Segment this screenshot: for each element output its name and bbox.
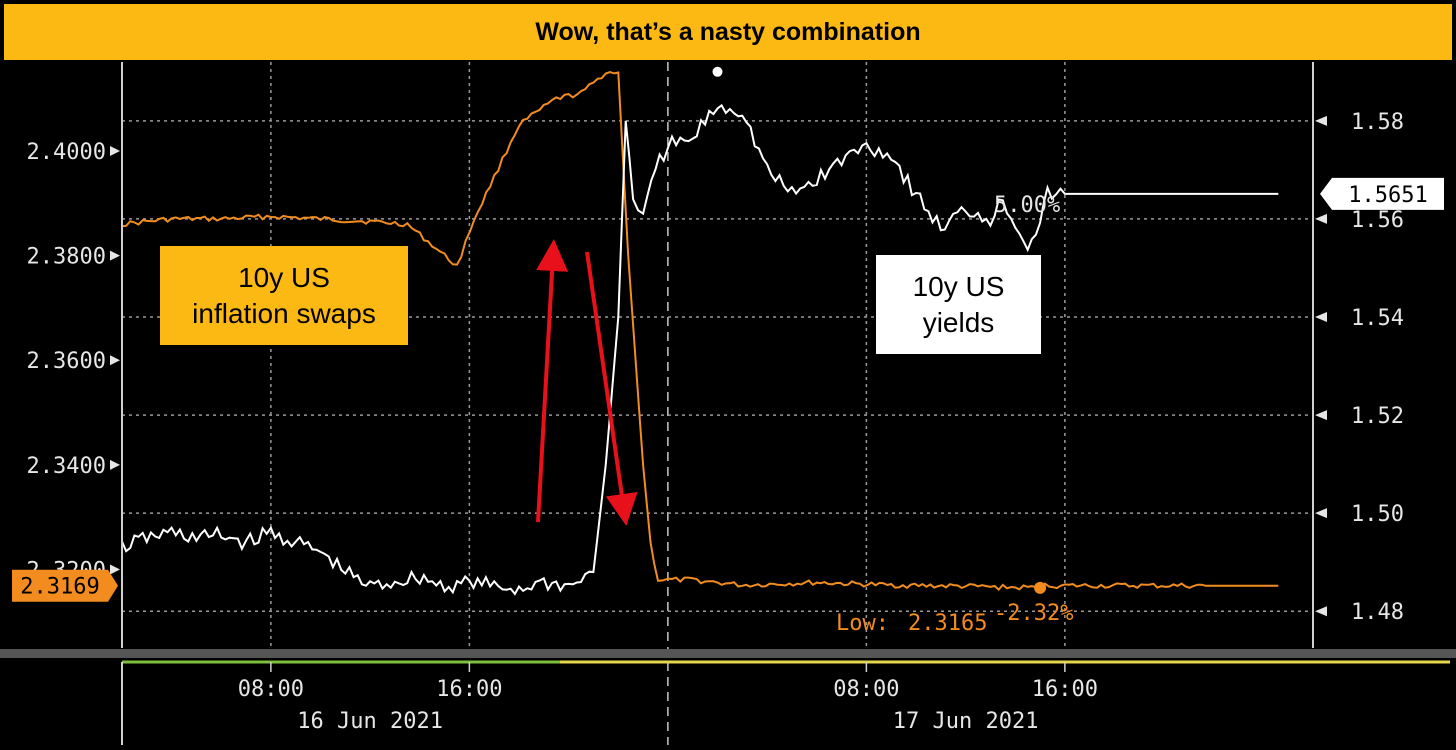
right-tick-mark — [1315, 606, 1327, 617]
yields-change-annotation: 5.00% — [994, 193, 1060, 218]
swaps-low-label: Low: — [836, 611, 889, 636]
callout-swaps-line1: 10y US — [238, 261, 330, 293]
callout-yields-line2: yields — [922, 306, 995, 338]
series-line-yields — [121, 103, 1279, 596]
x-tick-label: 08:00 — [238, 677, 304, 702]
callout-yields-line1: 10y US — [912, 270, 1005, 302]
callout-yields: 10y US yields — [876, 255, 1041, 354]
x-tick-label: 08:00 — [833, 677, 899, 702]
last-value-tag-swaps — [12, 569, 118, 602]
right-tick-label: 1.58 — [1351, 110, 1404, 135]
arrow-up-red — [536, 239, 569, 523]
right-tick-label: 1.50 — [1351, 502, 1404, 527]
left-tick-mark — [110, 355, 120, 366]
left-tick-mark — [110, 459, 120, 470]
right-tick-label: 1.56 — [1351, 208, 1404, 233]
yields-high-marker — [712, 66, 723, 77]
right-tick-mark — [1315, 508, 1327, 519]
left-tick-label: 2.3800 — [27, 245, 106, 270]
swaps-low-marker — [1034, 581, 1047, 594]
right-tick-label: 1.54 — [1351, 306, 1404, 331]
date-label: 17 Jun 2021 — [893, 709, 1039, 734]
right-tick-label: 1.52 — [1351, 404, 1404, 429]
series-line-inflation-swaps — [121, 70, 1279, 592]
left-tick-label: 2.4000 — [27, 140, 106, 165]
right-tick-mark — [1315, 213, 1327, 224]
right-tick-mark — [1315, 311, 1327, 322]
last-value-label-yields: 1.5651 — [1348, 183, 1427, 208]
left-tick-mark — [110, 145, 120, 156]
right-tick-mark — [1315, 115, 1327, 126]
arrow-down-red — [585, 251, 638, 526]
time-scroll-bar — [0, 649, 1456, 658]
swaps-low-value: 2.3165 — [908, 611, 987, 636]
callout-inflation-swaps: 10y US inflation swaps — [160, 246, 408, 345]
callout-swaps-line2: inflation swaps — [192, 297, 376, 329]
chart-title-bar: Wow, that’s a nasty combination — [4, 4, 1452, 60]
left-tick-mark — [110, 250, 120, 261]
x-tick-label: 16:00 — [436, 677, 502, 702]
swaps-change-annotation: -2.32% — [994, 601, 1073, 626]
x-tick-label: 16:00 — [1032, 677, 1098, 702]
left-tick-mark — [110, 564, 120, 575]
chart-title: Wow, that’s a nasty combination — [535, 17, 921, 46]
left-tick-label: 2.3400 — [27, 454, 106, 479]
left-tick-label: 2.3600 — [27, 349, 106, 374]
date-label: 16 Jun 2021 — [297, 709, 443, 734]
last-value-tag-yields — [1320, 177, 1444, 210]
right-tick-label: 1.48 — [1351, 600, 1404, 625]
last-value-label-swaps: 2.3169 — [20, 575, 99, 600]
right-tick-mark — [1315, 410, 1327, 421]
